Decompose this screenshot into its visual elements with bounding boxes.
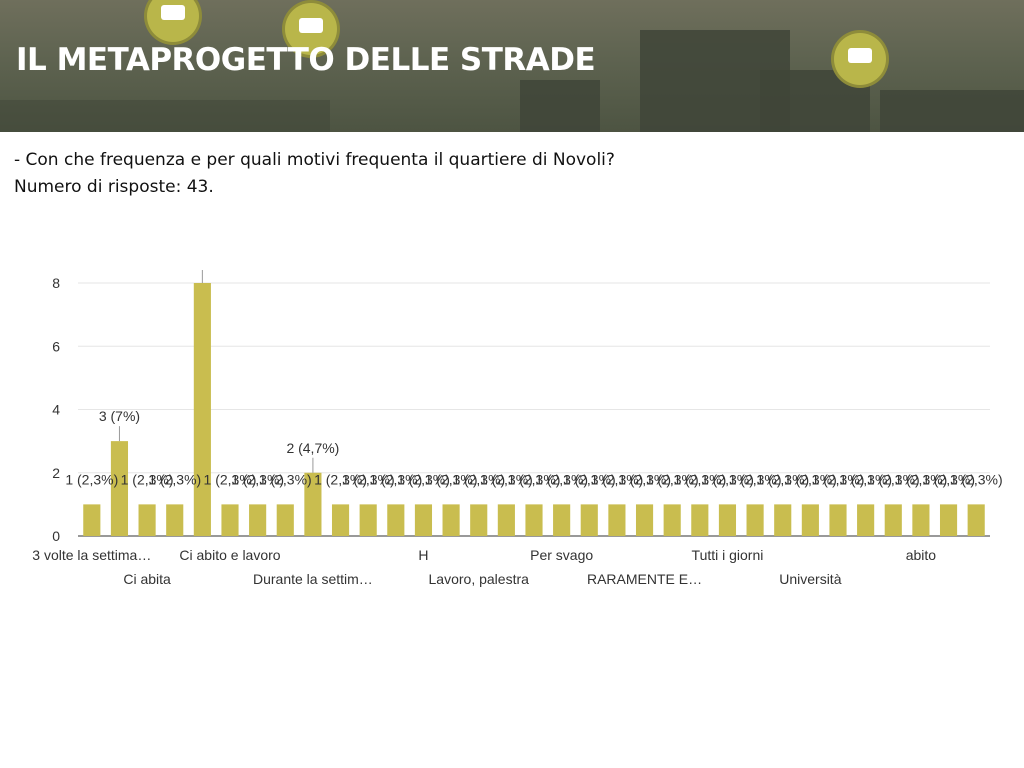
bar: [525, 504, 543, 536]
data-label: 1 (2,3%): [590, 471, 643, 487]
data-label: 1 (2,3%): [922, 471, 975, 487]
bar: [553, 504, 571, 536]
data-label: 1 (2,3%): [950, 471, 1003, 487]
bar: [138, 504, 156, 536]
data-label: 1 (2,3%): [812, 471, 865, 487]
comment-bubble-icon: [147, 0, 199, 42]
y-tick-label: 4: [52, 402, 60, 418]
bar: [166, 504, 184, 536]
building-shape: [520, 80, 600, 132]
category-label: Università: [779, 571, 841, 587]
bar: [414, 504, 433, 536]
data-label: 1 (2,3%): [148, 471, 201, 487]
bar: [635, 504, 654, 536]
data-label: 1 (2,3%): [342, 471, 395, 487]
data-label: 1 (2,3%): [756, 471, 809, 487]
building-shape: [0, 100, 330, 132]
y-tick-label: 2: [52, 465, 60, 481]
data-label: 1 (2,3%): [618, 471, 671, 487]
category-label: Per svago: [530, 547, 593, 563]
category-label: 3 volte la settima…: [32, 547, 151, 563]
data-label: 1 (2,3%): [452, 471, 505, 487]
data-label: 1 (2,3%): [894, 471, 947, 487]
question-text: - Con che frequenza e per quali motivi f…: [14, 147, 615, 201]
bar: [801, 504, 819, 536]
data-label: 1 (2,3%): [535, 471, 588, 487]
category-label: Ci abito e lavoro: [179, 547, 280, 563]
bar: [442, 504, 460, 536]
bar: [746, 504, 764, 536]
bar: [857, 504, 875, 536]
bar: [221, 504, 239, 536]
bar: [304, 472, 322, 536]
comment-bubble-icon: [285, 3, 337, 55]
question-line: - Con che frequenza e per quali motivi f…: [14, 150, 615, 170]
data-label: 1 (2,3%): [701, 471, 754, 487]
banner-title: IL METAPROGETTO DELLE STRADE: [16, 42, 596, 78]
data-label: 1 (2,3%): [480, 471, 533, 487]
y-tick-label: 8: [52, 275, 60, 291]
data-label: 1 (2,3%): [673, 471, 726, 487]
bar: [193, 283, 211, 536]
bar: [359, 504, 377, 536]
bar: [110, 441, 129, 536]
bar: [608, 504, 626, 536]
data-label: 1 (2,3%): [839, 471, 892, 487]
response-count: Numero di risposte: 43.: [14, 177, 214, 197]
bar: [276, 504, 294, 536]
data-label: 1 (2,3%): [397, 471, 450, 487]
data-label: 2 (4,7%): [286, 440, 339, 456]
data-label: 1 (2,3%): [204, 471, 257, 487]
data-label: 1 (2,3%): [231, 471, 284, 487]
comment-bubble-icon: [834, 33, 886, 85]
bar: [884, 504, 902, 536]
bar: [663, 504, 681, 536]
data-label: 1 (2,3%): [425, 471, 478, 487]
bar: [718, 504, 737, 536]
bar: [774, 504, 792, 536]
bar: [387, 504, 405, 536]
bar: [580, 504, 598, 536]
data-label: 3 (7%): [99, 408, 140, 424]
bar: [470, 504, 488, 536]
data-label: 1 (2,3%): [563, 471, 616, 487]
category-label: Lavoro, palestra: [429, 571, 530, 587]
data-label: 1 (2,3%): [259, 471, 312, 487]
data-label: 1 (2,3%): [646, 471, 699, 487]
data-label: 1 (2,3%): [508, 471, 561, 487]
category-label: Ci abita: [123, 571, 171, 587]
category-label: Tutti i giorni: [692, 547, 764, 563]
bar: [249, 504, 267, 536]
building-shape: [880, 90, 1024, 132]
category-label: H: [418, 547, 428, 563]
bar: [83, 504, 101, 536]
category-label: abito: [906, 547, 937, 563]
data-label: 1 (2,3%): [867, 471, 920, 487]
bar: [691, 504, 709, 536]
data-label: 1 (2,3%): [121, 471, 174, 487]
bar: [967, 504, 985, 536]
data-label: 1 (2,3%): [729, 471, 782, 487]
y-tick-label: 6: [52, 338, 60, 354]
y-tick-label: 0: [52, 528, 60, 544]
data-label: 1 (2,3%): [65, 471, 118, 487]
data-label: 1 (2,3%): [314, 471, 367, 487]
category-label: Durante la settim…: [253, 571, 373, 587]
header-banner: IL METAPROGETTO DELLE STRADE: [0, 0, 1024, 132]
bar: [912, 504, 930, 536]
category-label: RARAMENTE E…: [587, 571, 702, 587]
bar: [497, 504, 515, 536]
bar: [829, 504, 847, 536]
bar: [939, 504, 958, 536]
data-label: 1 (2,3%): [784, 471, 837, 487]
data-label: 1 (2,3%): [369, 471, 422, 487]
bar: [331, 504, 350, 536]
